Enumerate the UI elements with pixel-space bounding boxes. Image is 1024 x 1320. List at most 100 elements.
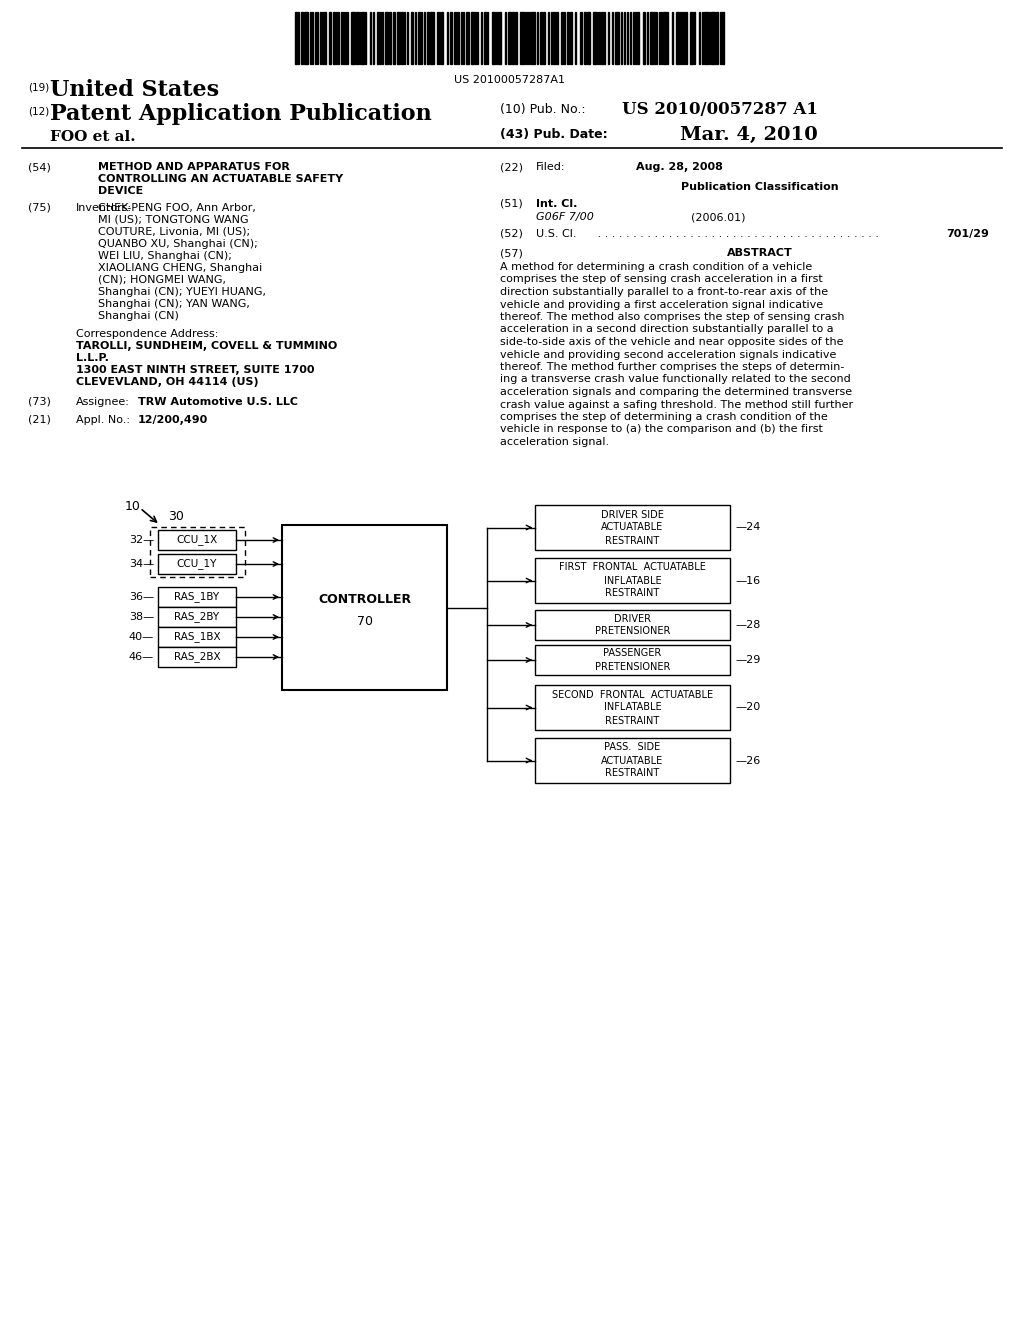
Text: METHOD AND APPARATUS FOR: METHOD AND APPARATUS FOR	[98, 162, 290, 172]
Text: (51): (51)	[500, 199, 522, 209]
Text: MI (US); TONGTONG WANG: MI (US); TONGTONG WANG	[98, 215, 249, 224]
Bar	[484, 12, 486, 63]
Text: 701/29: 701/29	[946, 228, 989, 239]
Bar	[333, 12, 335, 63]
Text: Shanghai (CN): Shanghai (CN)	[98, 312, 179, 321]
Text: RESTRAINT: RESTRAINT	[605, 536, 659, 545]
Text: PASSENGER: PASSENGER	[603, 648, 662, 659]
Bar	[584, 12, 586, 63]
Text: 32—: 32—	[129, 535, 154, 545]
Bar	[615, 12, 618, 63]
Text: Filed:: Filed:	[536, 162, 565, 172]
Text: G06F 7/00: G06F 7/00	[536, 213, 594, 222]
Text: DRIVER SIDE: DRIVER SIDE	[601, 510, 664, 520]
Text: acceleration in a second direction substantially parallel to a: acceleration in a second direction subst…	[500, 325, 834, 334]
Text: vehicle and providing a first acceleration signal indicative: vehicle and providing a first accelerati…	[500, 300, 823, 309]
Bar	[158, 607, 236, 627]
Bar	[535, 685, 730, 730]
Bar	[543, 12, 545, 63]
Text: comprises the step of determining a crash condition of the: comprises the step of determining a cras…	[500, 412, 827, 422]
Text: 12/200,490: 12/200,490	[138, 414, 208, 425]
Text: vehicle and providing second acceleration signals indicative: vehicle and providing second acceleratio…	[500, 350, 837, 359]
Text: —20: —20	[735, 702, 760, 713]
Text: (57): (57)	[500, 248, 523, 257]
Bar	[676, 12, 679, 63]
Text: CHEK-PENG FOO, Ann Arbor,: CHEK-PENG FOO, Ann Arbor,	[98, 203, 256, 213]
Bar	[587, 12, 590, 63]
Bar	[295, 12, 297, 63]
Bar	[570, 12, 572, 63]
Bar	[389, 12, 391, 63]
Text: 40—: 40—	[129, 632, 154, 642]
Text: RESTRAINT: RESTRAINT	[605, 768, 659, 779]
Text: CCU_1X: CCU_1X	[176, 535, 218, 545]
Text: RAS_1BX: RAS_1BX	[174, 631, 220, 643]
Text: vehicle in response to (a) the comparison and (b) the first: vehicle in response to (a) the compariso…	[500, 425, 823, 434]
Bar	[393, 12, 395, 63]
Bar	[158, 531, 236, 550]
Text: (2006.01): (2006.01)	[691, 213, 745, 222]
Text: Mar. 4, 2010: Mar. 4, 2010	[680, 125, 818, 144]
Bar	[397, 12, 400, 63]
Text: (19): (19)	[28, 82, 49, 92]
Bar	[158, 627, 236, 647]
Text: (12): (12)	[28, 106, 49, 116]
Bar	[520, 12, 524, 63]
Text: XIAOLIANG CHENG, Shanghai: XIAOLIANG CHENG, Shanghai	[98, 263, 262, 273]
Bar	[411, 12, 413, 63]
Bar	[301, 12, 303, 63]
Bar	[329, 12, 331, 63]
Text: SECOND  FRONTAL  ACTUATABLE: SECOND FRONTAL ACTUATABLE	[552, 689, 713, 700]
Bar	[722, 12, 724, 63]
Bar	[690, 12, 693, 63]
Text: (52): (52)	[500, 228, 523, 239]
Text: (73): (73)	[28, 397, 51, 407]
Bar	[561, 12, 563, 63]
Bar	[531, 12, 535, 63]
Text: Appl. No.:: Appl. No.:	[76, 414, 130, 425]
Text: side-to-side axis of the vehicle and near opposite sides of the: side-to-side axis of the vehicle and nea…	[500, 337, 844, 347]
Text: 36—: 36—	[129, 591, 154, 602]
Text: (22): (22)	[500, 162, 523, 172]
Bar	[450, 12, 452, 63]
Text: thereof. The method also comprises the step of sensing crash: thereof. The method also comprises the s…	[500, 312, 845, 322]
Text: INFLATABLE: INFLATABLE	[604, 576, 662, 586]
Bar	[515, 12, 517, 63]
Text: DRIVER: DRIVER	[614, 614, 651, 623]
Text: direction substantially parallel to a front-to-rear axis of the: direction substantially parallel to a fr…	[500, 286, 828, 297]
Text: RESTRAINT: RESTRAINT	[605, 589, 659, 598]
Bar	[282, 525, 447, 690]
Text: acceleration signals and comparing the determined transverse: acceleration signals and comparing the d…	[500, 387, 852, 397]
Text: RAS_2BY: RAS_2BY	[174, 611, 219, 623]
Bar	[535, 738, 730, 783]
Text: Inventors:: Inventors:	[76, 203, 132, 213]
Bar	[512, 12, 514, 63]
Text: RAS_2BX: RAS_2BX	[174, 652, 220, 663]
Bar	[663, 12, 666, 63]
Text: CCU_1Y: CCU_1Y	[177, 558, 217, 569]
Bar	[601, 12, 603, 63]
Text: (75): (75)	[28, 203, 51, 213]
Bar	[637, 12, 639, 63]
Text: (54): (54)	[28, 162, 51, 172]
Text: 34—: 34—	[129, 558, 154, 569]
Bar	[492, 12, 495, 63]
Text: —16: —16	[735, 576, 760, 586]
Bar	[361, 12, 364, 63]
Text: US 20100057287A1: US 20100057287A1	[455, 75, 565, 84]
Text: U.S. Cl.: U.S. Cl.	[536, 228, 577, 239]
Bar	[304, 12, 308, 63]
Text: DEVICE: DEVICE	[98, 186, 143, 195]
Bar	[430, 12, 434, 63]
Bar	[401, 12, 403, 63]
Text: FOO et al.: FOO et al.	[50, 129, 135, 144]
Text: —29: —29	[735, 655, 761, 665]
Bar	[471, 12, 474, 63]
Bar	[535, 610, 730, 640]
Text: 70: 70	[356, 615, 373, 628]
Text: INFLATABLE: INFLATABLE	[604, 702, 662, 713]
Text: Patent Application Publication: Patent Application Publication	[50, 103, 432, 125]
Text: Shanghai (CN); YAN WANG,: Shanghai (CN); YAN WANG,	[98, 300, 250, 309]
Text: RESTRAINT: RESTRAINT	[605, 715, 659, 726]
Text: 38—: 38—	[129, 612, 154, 622]
